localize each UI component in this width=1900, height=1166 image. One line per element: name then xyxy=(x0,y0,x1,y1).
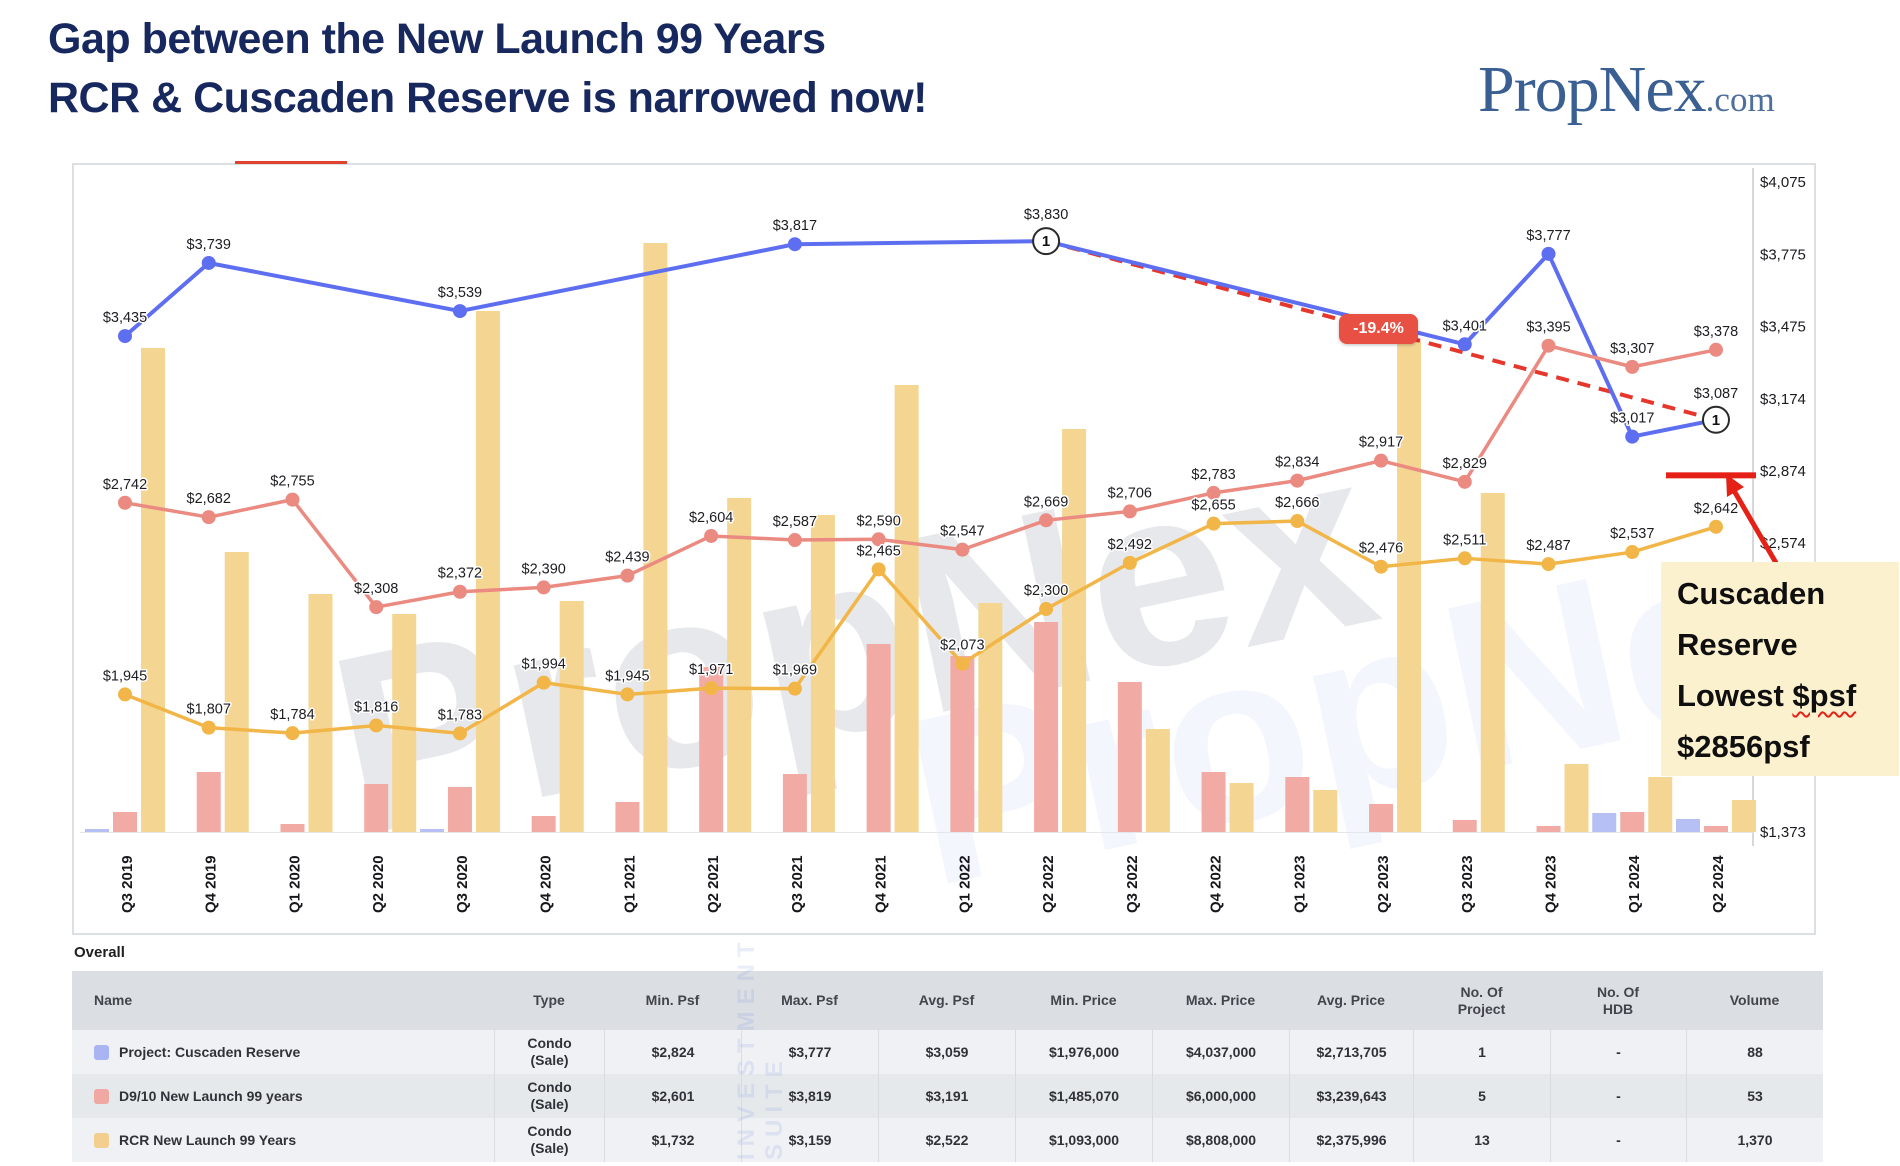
table-row-d9-10-new-launch-99-years: D9/10 New Launch 99 years Condo (Sale) $2,6… xyxy=(72,1074,1823,1118)
callout-line3: Lowest $psf xyxy=(1677,678,1857,713)
propnex-logo-suffix: .com xyxy=(1705,80,1775,119)
callout-line4: $2856psf xyxy=(1677,729,1810,764)
cell-avg-psf: $2,522 xyxy=(878,1118,1015,1162)
column-header-max-psf: Max. Psf xyxy=(781,992,838,1008)
cell-max-price: $6,000,000 xyxy=(1152,1074,1289,1118)
cell-max-psf: $3,159 xyxy=(741,1118,878,1162)
callout-line2: Reserve xyxy=(1677,627,1798,662)
cell-avg-price: $3,239,643 xyxy=(1289,1074,1413,1118)
series-swatch xyxy=(94,1044,109,1060)
row-type: Condo (Sale) xyxy=(494,1074,604,1118)
cell-no-of-project: 5 xyxy=(1413,1074,1550,1118)
row-type: Condo (Sale) xyxy=(494,1118,604,1162)
cell-no-of-hdb: - xyxy=(1550,1118,1686,1162)
cell-min-psf: $1,732 xyxy=(604,1118,741,1162)
cell-avg-psf: $3,191 xyxy=(878,1074,1015,1118)
table-row-project-cuscaden-reserve: Project: Cuscaden Reserve Condo (Sale) $2,8… xyxy=(72,1030,1823,1074)
card-top-red-accent xyxy=(235,161,347,164)
watermark-propnex-gray: PropNex xyxy=(310,393,1396,890)
cell-max-psf: $3,777 xyxy=(741,1030,878,1074)
callout-line1: Cuscaden xyxy=(1677,576,1826,611)
column-header-volume: Volume xyxy=(1729,992,1780,1008)
row-type: Condo (Sale) xyxy=(494,1030,604,1074)
series-swatch xyxy=(94,1088,109,1104)
propnex-logo: PropNex .com xyxy=(1478,52,1898,128)
trend-change-badge: -19.4% xyxy=(1339,314,1418,344)
series-swatch xyxy=(94,1132,109,1148)
column-header-max-price: Max. Price xyxy=(1185,992,1256,1008)
cell-avg-price: $2,713,705 xyxy=(1289,1030,1413,1074)
column-header-no-of-project: No. Of Project xyxy=(1457,983,1506,1017)
callout-psf-wavy: $psf xyxy=(1792,678,1857,713)
cell-min-price: $1,485,070 xyxy=(1015,1074,1152,1118)
cell-max-price: $4,037,000 xyxy=(1152,1030,1289,1074)
overall-stats-table: Name Type Min. Psf Max. Psf Avg. Psf Min. Pri… xyxy=(72,971,1823,1162)
table-section-label: Overall xyxy=(74,944,125,961)
table-header-row: Name Type Min. Psf Max. Psf Avg. Psf Min. Pri… xyxy=(72,971,1823,1030)
cell-min-psf: $2,824 xyxy=(604,1030,741,1074)
cell-max-psf: $3,819 xyxy=(741,1074,878,1118)
row-name-project-cuscaden-reserve: Project: Cuscaden Reserve xyxy=(72,1030,494,1074)
column-header-min-price: Min. Price xyxy=(1050,992,1117,1008)
cell-min-price: $1,976,000 xyxy=(1015,1030,1152,1074)
page-title-line2: RCR & Cuscaden Reserve is narrowed now! xyxy=(48,74,927,122)
column-header-min-psf: Min. Psf xyxy=(645,992,700,1008)
cell-avg-price: $2,375,996 xyxy=(1289,1118,1413,1162)
column-header-avg-price: Avg. Price xyxy=(1317,992,1385,1008)
page-title-line1: Gap between the New Launch 99 Years xyxy=(48,15,826,63)
cell-no-of-project: 13 xyxy=(1413,1118,1550,1162)
cell-min-psf: $2,601 xyxy=(604,1074,741,1118)
column-header-type: Type xyxy=(533,992,565,1008)
column-header-avg-psf: Avg. Psf xyxy=(918,992,975,1008)
cell-avg-psf: $3,059 xyxy=(878,1030,1015,1074)
cell-min-price: $1,093,000 xyxy=(1015,1118,1152,1162)
cell-volume: 1,370 xyxy=(1686,1118,1823,1162)
cell-no-of-project: 1 xyxy=(1413,1030,1550,1074)
cell-volume: 53 xyxy=(1686,1074,1823,1118)
cell-volume: 88 xyxy=(1686,1030,1823,1074)
column-header-no-of-hdb: No. Of HDB xyxy=(1597,983,1639,1017)
chart-panel: PropNex PropNex xyxy=(72,163,1816,935)
page-title: Gap between the New Launch 99 Years RCR … xyxy=(48,10,927,128)
row-name-rcr-new-launch-99-years: RCR New Launch 99 Years xyxy=(72,1118,494,1162)
table-row-rcr-new-launch-99-years: RCR New Launch 99 Years Condo (Sale) $1,732… xyxy=(72,1118,1823,1162)
propnex-logo-brand: PropNex xyxy=(1478,53,1707,126)
lowest-psf-callout: Cuscaden Reserve Lowest $psf $2856psf xyxy=(1661,562,1899,776)
cell-no-of-hdb: - xyxy=(1550,1030,1686,1074)
cell-max-price: $8,808,000 xyxy=(1152,1118,1289,1162)
cell-no-of-hdb: - xyxy=(1550,1074,1686,1118)
row-name-d9-10-new-launch-99-years: D9/10 New Launch 99 years xyxy=(72,1074,494,1118)
column-header-name: Name xyxy=(94,992,133,1008)
